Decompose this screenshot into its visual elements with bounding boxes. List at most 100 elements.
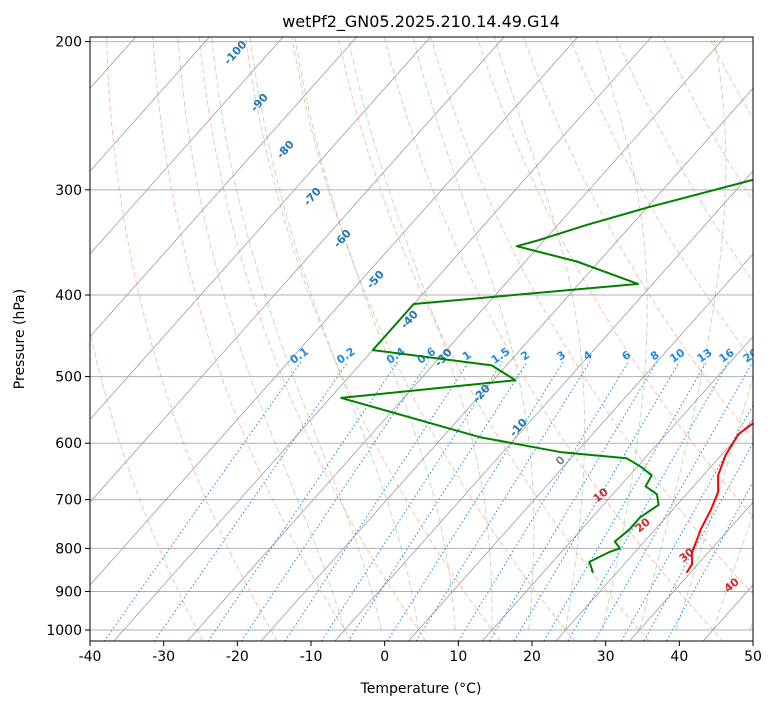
isotherm-line [0, 0, 62, 648]
dry-adiabat-line [198, 37, 427, 641]
dry-adiabat-line [291, 37, 576, 641]
dry-adiabat-line [106, 37, 278, 641]
mixing-ratio-line [488, 361, 658, 641]
isotherm-line [555, 418, 753, 641]
moist-adiabat-line [177, 37, 346, 631]
moist-adiabat-line [347, 37, 493, 630]
mixing-ratio-label: 3 [554, 348, 568, 363]
dry-adiabat-line [476, 37, 753, 518]
mixing-ratio-label: 20 [741, 346, 761, 366]
y-tick-label: 300 [55, 183, 82, 199]
background-lines [0, 0, 775, 648]
dry-adiabat-line [569, 37, 753, 362]
y-tick-label: 800 [55, 541, 82, 557]
isotherm-line [90, 37, 579, 586]
mixing-ratio-line [593, 361, 753, 641]
y-tick-label: 200 [55, 35, 82, 51]
moist-adiabat-labels: -100-90-80-70-60-50-40-30-20-100 [221, 38, 568, 468]
moist-adiabat-line [638, 37, 727, 631]
dry-adiabat-line [337, 37, 650, 641]
moist-adiabat-label: -80 [274, 138, 297, 162]
isotherm-line [113, 37, 652, 641]
mixing-ratio-line [284, 361, 470, 641]
moist-adiabat-label: 0 [553, 453, 568, 468]
dry-adiabat-line [708, 37, 753, 120]
isotherm-line [186, 37, 726, 641]
isotherm-line [481, 336, 753, 641]
mixing-ratio-line [320, 361, 503, 641]
mixing-ratio-line [153, 361, 349, 641]
isotherm-line [90, 37, 505, 503]
isotherm-line [628, 501, 753, 641]
mixing-ratio-label: 13 [695, 346, 715, 365]
mixing-ratio-line [666, 481, 753, 641]
mixing-ratio-line [620, 404, 753, 641]
mixing-ratio-line [513, 361, 680, 641]
dry-adiabat-line [662, 37, 753, 202]
x-axis-ticks: -40 -30 -20 -10 0 10 20 30 40 50 [79, 641, 762, 665]
isotherm-line [702, 584, 753, 641]
mixing-ratio-label: 4 [581, 348, 595, 363]
isotherm-line [407, 253, 753, 641]
dry-adiabat-line [152, 37, 353, 641]
x-tick-label: 30 [597, 649, 615, 665]
moist-adiabat-label: -90 [248, 91, 271, 115]
mixing-ratio-line [240, 361, 429, 641]
mixing-ratio-label: 2 [518, 348, 532, 363]
y-tick-label: 900 [55, 584, 82, 600]
mixing-ratio-line [207, 361, 399, 641]
dry-adiabat-line [654, 0, 775, 648]
mixing-ratio-line [347, 361, 528, 641]
dry-adiabat-line [693, 0, 775, 648]
dry-adiabat-line [615, 37, 753, 283]
temperature-line [685, 422, 753, 574]
dry-adiabat-line [90, 329, 204, 641]
dry-adiabat-label: 40 [722, 575, 742, 595]
moist-adiabat-line [749, 619, 753, 631]
plot-frame [89, 36, 754, 642]
mixing-ratio-line [643, 441, 753, 641]
x-tick-label: -20 [226, 649, 249, 665]
isotherm-line [90, 37, 284, 255]
x-tick-label: -40 [79, 649, 102, 665]
moist-adiabat-label: -40 [398, 308, 421, 332]
dry-adiabat-line [384, 37, 724, 641]
moist-adiabat-label: -70 [301, 185, 324, 209]
y-tick-label: 400 [55, 288, 82, 304]
moist-adiabat-line [249, 37, 419, 631]
moist-adiabat-line [294, 37, 456, 631]
mixing-ratio-line [543, 361, 708, 641]
x-tick-label: -10 [300, 649, 323, 665]
y-tick-label: 1000 [46, 623, 82, 639]
x-tick-label: 50 [744, 649, 762, 665]
moist-adiabat-label: -50 [364, 268, 387, 292]
sounding-series [340, 178, 753, 574]
y-tick-label: 500 [55, 370, 82, 386]
mixing-ratio-label: 0.2 [334, 345, 357, 367]
mixing-ratio-line [457, 361, 629, 641]
isotherm-line [260, 87, 753, 641]
moist-adiabat-line [412, 37, 535, 631]
mixing-ratio-label: 8 [648, 348, 662, 363]
isotherm-line [90, 37, 358, 338]
dry-adiabat-label: 20 [633, 515, 653, 535]
moist-adiabat-line [595, 37, 648, 631]
mixing-ratio-line [103, 361, 302, 641]
mixing-ratio-line [415, 361, 591, 641]
mixing-ratio-line [386, 361, 564, 641]
x-tick-label: 10 [449, 649, 467, 665]
dry-adiabat-line [523, 37, 753, 440]
y-tick-label: 700 [55, 493, 82, 509]
moist-adiabat-label: -100 [221, 38, 249, 67]
x-tick-label: 40 [670, 649, 688, 665]
moist-adiabat-label: -10 [507, 416, 530, 440]
moist-adiabat-line [493, 37, 586, 631]
mixing-ratio-label: 0.4 [384, 345, 408, 367]
moist-adiabat-label: -60 [331, 227, 354, 251]
dry-adiabat-line [430, 37, 753, 596]
dry-adiabat-label: 10 [591, 485, 611, 505]
dewpoint-line [340, 178, 753, 574]
y-axis-label: Pressure (hPa) [12, 289, 28, 389]
